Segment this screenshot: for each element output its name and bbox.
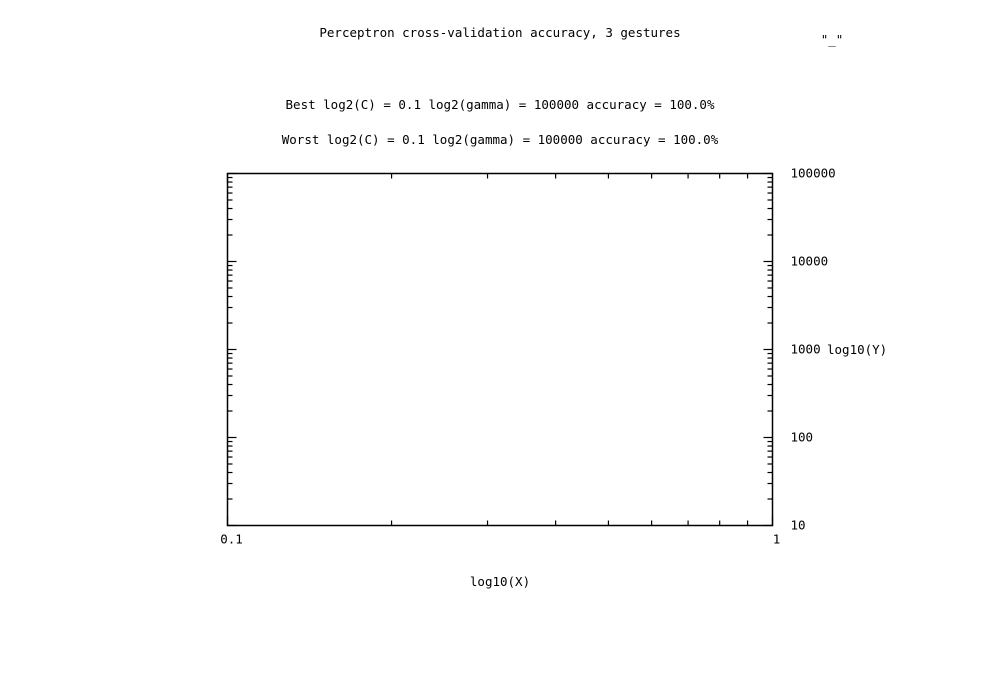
annotation-best: Best log2(C) = 0.1 log2(gamma) = 100000 … xyxy=(286,97,715,112)
x-tick-labels: 0.1 1 xyxy=(220,532,780,547)
x-tick-label: 0.1 xyxy=(220,532,243,547)
x-axis-label: log10(X) xyxy=(470,574,530,589)
y-tick-label: 100 xyxy=(791,430,814,445)
y-tick-label: 10000 xyxy=(791,254,829,269)
annotation-worst: Worst log2(C) = 0.1 log2(gamma) = 100000… xyxy=(282,132,719,147)
axis-ticks xyxy=(226,172,774,527)
y-tick-label: 10 xyxy=(791,518,806,533)
chart-title: Perceptron cross-validation accuracy, 3 … xyxy=(319,25,680,40)
x-tick-label: 1 xyxy=(773,532,781,547)
plot-frame xyxy=(226,172,774,527)
y-tick-labels: 10 100 1000 10000 100000 xyxy=(791,166,836,533)
legend-label: "_" xyxy=(821,32,844,47)
y-tick-label: 100000 xyxy=(791,166,836,181)
y-tick-label: 1000 xyxy=(791,342,821,357)
y-axis-label: log10(Y) xyxy=(827,342,887,357)
